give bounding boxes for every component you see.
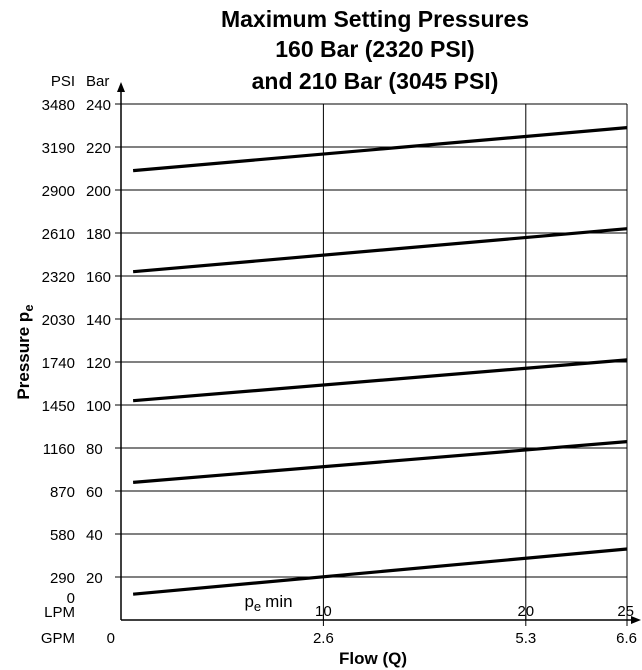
pressure-curve-2 bbox=[132, 227, 628, 274]
y-axis-symbol: p bbox=[14, 312, 33, 322]
lpm-unit-label: LPM bbox=[44, 604, 75, 621]
psi-tick-label: 3480 bbox=[42, 97, 75, 114]
psi-tick-label: 1160 bbox=[43, 441, 75, 458]
pe-min-annotation: pe min bbox=[244, 592, 292, 614]
pressure-curve-3 bbox=[132, 358, 628, 403]
psi-tick-label: 870 bbox=[50, 484, 75, 501]
bar-tick-label: 180 bbox=[86, 226, 111, 243]
psi-tick-label: 1740 bbox=[42, 355, 75, 372]
y-tick-labels: 240 220 200 180 160 140 120 100 80 60 40 20 3480 3190… bbox=[42, 97, 111, 607]
pressure-curves bbox=[132, 126, 628, 596]
x-axis-title: Flow (Q) bbox=[339, 649, 407, 668]
psi-tick-label: 0 bbox=[67, 590, 75, 607]
psi-tick-label: 2610 bbox=[42, 226, 75, 243]
y-axis-subscript: e bbox=[21, 304, 36, 311]
gpm-tick-label: 2.6 bbox=[313, 630, 334, 647]
gpm-tick-label: 6.6 bbox=[616, 630, 637, 647]
bar-tick-label: 80 bbox=[86, 441, 103, 458]
psi-tick-label: 2900 bbox=[42, 183, 75, 200]
x-tick-labels: 10 20 25 0 2.6 5.3 6.6 bbox=[107, 603, 637, 647]
psi-unit-label: PSI bbox=[51, 73, 75, 90]
bar-tick-label: 200 bbox=[86, 183, 111, 200]
bar-tick-label: 140 bbox=[86, 312, 111, 329]
pressure-curve-4 bbox=[132, 440, 628, 484]
y-axis-title: Pressure pe bbox=[14, 304, 36, 399]
psi-tick-label: 290 bbox=[50, 570, 75, 587]
grid-lines bbox=[121, 103, 628, 620]
y-axis-arrow bbox=[117, 82, 125, 92]
gpm-tick-label: 0 bbox=[107, 630, 115, 647]
lpm-tick-label: 20 bbox=[517, 603, 534, 620]
bar-tick-label: 160 bbox=[86, 269, 111, 286]
pe-min-text: min bbox=[265, 592, 292, 611]
pressure-curve-1 bbox=[132, 126, 628, 173]
psi-tick-label: 580 bbox=[50, 527, 75, 544]
psi-tick-label: 2030 bbox=[42, 312, 75, 329]
pe-min-subscript: e bbox=[254, 599, 261, 614]
lpm-tick-label: 25 bbox=[617, 603, 634, 620]
psi-tick-label: 1450 bbox=[42, 398, 75, 415]
gpm-tick-label: 5.3 bbox=[515, 630, 536, 647]
chart-title-line-1: Maximum Setting Pressures bbox=[221, 6, 529, 32]
lpm-tick-label: 10 bbox=[315, 603, 332, 620]
gpm-unit-label: GPM bbox=[41, 630, 75, 647]
y-axis-title-text: Pressure bbox=[14, 327, 33, 400]
bar-tick-label: 40 bbox=[86, 527, 103, 544]
axes bbox=[115, 82, 641, 626]
chart-title-line-3: and 210 Bar (3045 PSI) bbox=[252, 68, 499, 94]
pe-min-symbol: p bbox=[244, 592, 253, 611]
bar-unit-label: Bar bbox=[86, 73, 109, 90]
pressure-curve-5 bbox=[132, 547, 628, 596]
psi-tick-label: 3190 bbox=[42, 140, 75, 157]
bar-tick-label: 240 bbox=[86, 97, 111, 114]
chart-title-line-2: 160 Bar (2320 PSI) bbox=[275, 36, 474, 62]
bar-tick-label: 60 bbox=[86, 484, 103, 501]
bar-tick-label: 120 bbox=[86, 355, 111, 372]
psi-tick-label: 2320 bbox=[42, 269, 75, 286]
bar-tick-label: 220 bbox=[86, 140, 111, 157]
bar-tick-label: 100 bbox=[86, 398, 111, 415]
bar-tick-label: 20 bbox=[86, 570, 103, 587]
x-axis-arrow bbox=[631, 616, 641, 624]
